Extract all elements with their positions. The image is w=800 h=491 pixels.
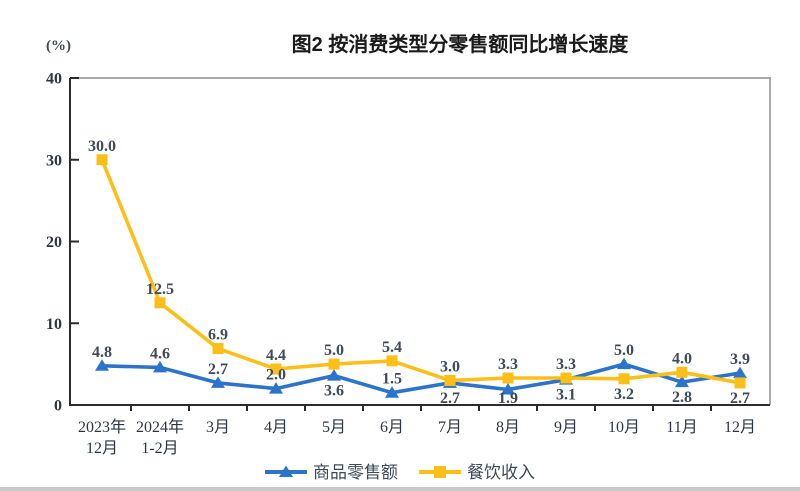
category-label: 11月 bbox=[666, 419, 697, 436]
y-axis: 0 10 20 30 40 bbox=[46, 71, 79, 415]
legend-marker-catering-income bbox=[434, 466, 446, 478]
marker-catering-income bbox=[618, 373, 630, 385]
marker-catering-income bbox=[386, 355, 398, 367]
marker-catering-income bbox=[96, 154, 108, 166]
data-label-catering-income: 6.9 bbox=[208, 327, 228, 344]
y-tick-label: 10 bbox=[46, 316, 62, 333]
category-label: 4月 bbox=[264, 419, 288, 436]
marker-goods-retail bbox=[95, 359, 109, 371]
y-tick-label: 30 bbox=[46, 152, 62, 169]
category-label: 2023年 bbox=[78, 418, 126, 436]
data-label-catering-income: 4.4 bbox=[266, 347, 286, 364]
data-label-goods-retail: 2.7 bbox=[208, 361, 228, 378]
marker-goods-retail bbox=[501, 382, 515, 395]
category-label: 8月 bbox=[496, 419, 520, 436]
chart-legend: 商品零售额 餐饮收入 bbox=[265, 463, 535, 482]
data-label-catering-income: 3.0 bbox=[440, 358, 460, 375]
series-plot bbox=[95, 154, 747, 398]
marker-catering-income bbox=[212, 343, 224, 355]
data-labels: 4.8 4.6 2.7 2.0 3.6 1.5 2.7 1.9 3.1 5.0 2.8 3.9 30.0… bbox=[88, 138, 750, 407]
data-label-catering-income: 3.3 bbox=[556, 356, 576, 373]
marker-goods-retail bbox=[269, 382, 283, 394]
plot-border bbox=[70, 77, 771, 405]
data-label-catering-income: 3.2 bbox=[614, 386, 634, 403]
marker-catering-income bbox=[154, 297, 166, 309]
legend-label-catering-income: 餐饮收入 bbox=[467, 463, 535, 482]
marker-catering-income bbox=[734, 377, 746, 389]
x-axis: 2023年 12月 2024年 1-2月 3月 4月 5月 6月 7月 8月 9月 10月 11月 12月 bbox=[78, 405, 756, 457]
marker-goods-retail bbox=[675, 375, 689, 388]
data-label-goods-retail: 2.7 bbox=[440, 390, 460, 407]
category-label: 10月 bbox=[608, 419, 640, 436]
chart-title: 图2 按消费类型分零售额同比增长速度 bbox=[292, 32, 630, 56]
marker-goods-retail bbox=[385, 386, 399, 398]
marker-goods-retail bbox=[733, 366, 747, 379]
marker-catering-income bbox=[560, 372, 572, 384]
data-label-catering-income: 3.3 bbox=[498, 356, 518, 373]
legend-marker-goods-retail bbox=[279, 465, 293, 477]
data-label-goods-retail: 3.1 bbox=[556, 387, 576, 404]
category-label: 12月 bbox=[724, 419, 756, 436]
y-tick-label: 40 bbox=[46, 71, 62, 88]
data-label-catering-income: 30.0 bbox=[88, 138, 116, 155]
category-label: 9月 bbox=[554, 419, 578, 436]
data-label-goods-retail: 4.6 bbox=[150, 345, 170, 362]
data-label-catering-income: 5.4 bbox=[382, 339, 402, 356]
series-line-catering-income bbox=[100, 158, 742, 385]
category-label: 12月 bbox=[86, 440, 118, 457]
data-label-goods-retail: 5.0 bbox=[614, 342, 634, 359]
marker-goods-retail bbox=[211, 376, 225, 388]
y-tick-label: 0 bbox=[54, 398, 62, 415]
data-label-catering-income: 5.0 bbox=[324, 342, 344, 359]
page-bottom-edge bbox=[0, 487, 800, 491]
category-label: 5月 bbox=[322, 419, 346, 436]
legend-label-goods-retail: 商品零售额 bbox=[313, 463, 398, 482]
marker-catering-income bbox=[502, 372, 514, 384]
marker-catering-income bbox=[444, 374, 456, 386]
data-label-catering-income: 4.0 bbox=[672, 350, 692, 367]
data-label-goods-retail: 2.8 bbox=[672, 389, 692, 406]
category-label: 2024年 bbox=[136, 418, 184, 436]
marker-goods-retail bbox=[617, 357, 631, 370]
marker-goods-retail bbox=[153, 360, 167, 373]
data-label-goods-retail: 1.5 bbox=[382, 371, 402, 388]
marker-catering-income bbox=[270, 363, 282, 375]
marker-catering-income bbox=[328, 358, 340, 370]
data-label-catering-income: 12.5 bbox=[146, 281, 174, 298]
data-label-goods-retail: 1.9 bbox=[498, 390, 518, 407]
category-label: 6月 bbox=[380, 419, 404, 436]
data-label-goods-retail: 4.8 bbox=[92, 344, 112, 361]
category-label: 1-2月 bbox=[141, 440, 178, 457]
y-tick-label: 20 bbox=[46, 234, 62, 251]
series-line-goods-retail bbox=[100, 362, 742, 395]
marker-catering-income bbox=[676, 366, 688, 378]
y-axis-unit-label: (%) bbox=[46, 38, 71, 54]
category-label: 7月 bbox=[438, 419, 462, 436]
data-label-goods-retail: 2.0 bbox=[266, 367, 286, 384]
category-label: 3月 bbox=[206, 419, 230, 436]
data-label-goods-retail: 3.6 bbox=[324, 383, 344, 400]
marker-goods-retail bbox=[327, 369, 341, 381]
data-label-goods-retail: 3.9 bbox=[730, 351, 750, 368]
data-label-catering-income: 2.7 bbox=[730, 390, 750, 407]
